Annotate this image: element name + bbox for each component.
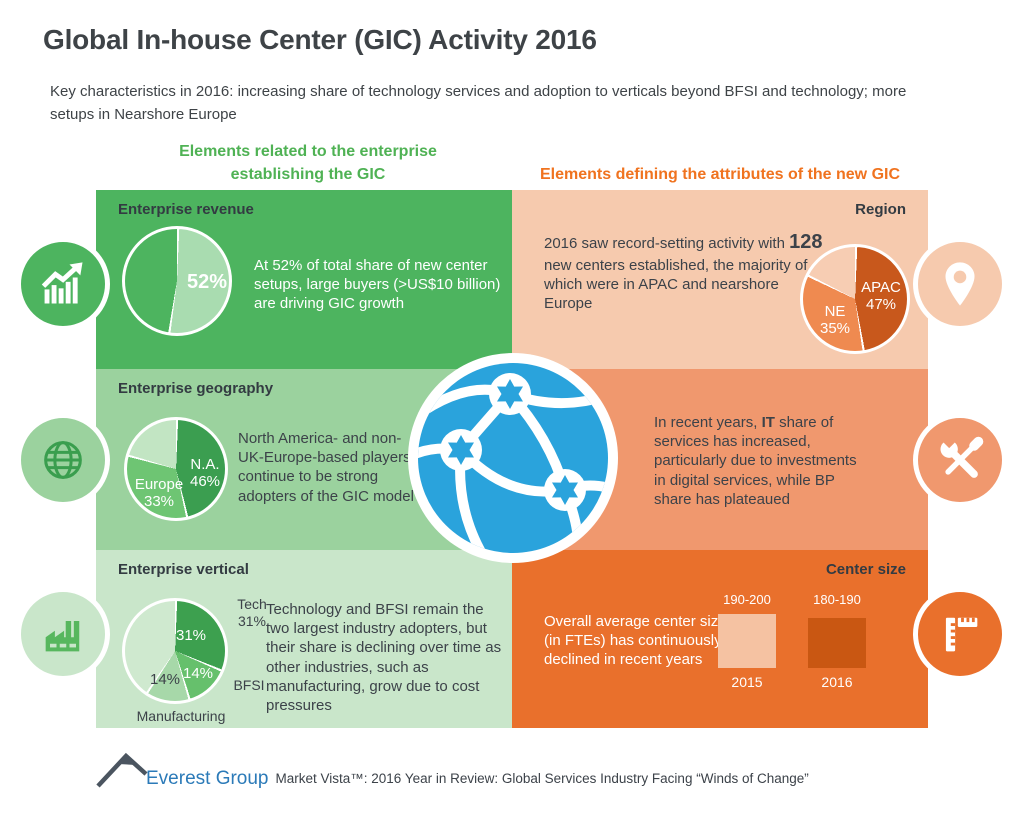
location-pin-icon bbox=[913, 237, 1007, 331]
column-header-right: Elements defining the attributes of the … bbox=[539, 166, 901, 183]
bar-value-2015: 190-200 bbox=[723, 592, 771, 607]
pie-label-apac: APAC 47% bbox=[861, 279, 901, 314]
region-text-post: new centers established, the majority of… bbox=[544, 256, 808, 312]
enterprise-geography-text: North America- and non-UK-Europe-based p… bbox=[238, 430, 414, 505]
services-text: In recent years, IT share of services ha… bbox=[654, 413, 866, 509]
bar-value-2016: 180-190 bbox=[813, 592, 861, 607]
bar-2016 bbox=[808, 618, 866, 668]
bar-year-2016: 2016 bbox=[821, 674, 853, 690]
bar-column-2015: 190-200 2015 bbox=[716, 592, 778, 690]
ruler-icon bbox=[913, 587, 1007, 681]
panel-title-region: Region bbox=[855, 201, 906, 218]
pie-label-mfg-inside: 14% bbox=[149, 671, 181, 688]
region-text-pre: 2016 saw record-setting activity with bbox=[544, 235, 790, 252]
services-text-it: IT bbox=[761, 414, 775, 431]
enterprise-revenue-text: At 52% of total share of new center setu… bbox=[254, 257, 501, 313]
services-text-post: share of services has increased, particu… bbox=[654, 414, 857, 508]
pie-label-europe: Europe 33% bbox=[134, 476, 184, 511]
panel-center-size: Center size Overall average center size … bbox=[512, 550, 928, 728]
panel-region: Region 2016 saw record-setting activity … bbox=[512, 190, 928, 369]
pie-label-tech-outside: Tech 31% bbox=[237, 596, 267, 629]
region-text-count: 128 bbox=[789, 231, 823, 253]
pie-enterprise-vertical: 31% 14% 14% bbox=[122, 598, 228, 704]
panel-title-enterprise-revenue: Enterprise revenue bbox=[118, 201, 254, 218]
bar-year-2015: 2015 bbox=[731, 674, 763, 690]
pie-label-tech-inside: 31% bbox=[175, 627, 207, 644]
tools-glyph bbox=[940, 434, 984, 478]
footer: Everest Group Market Vista™: 2016 Year i… bbox=[96, 748, 809, 788]
page-title: Global In-house Center (GIC) Activity 20… bbox=[43, 24, 597, 55]
pie-label-mfg-outside: Manufacturing bbox=[136, 708, 226, 724]
growth-chart-glyph bbox=[41, 262, 83, 304]
column-header-left: Elements related to the enterprise estab… bbox=[179, 143, 437, 184]
network-globe-glyph bbox=[408, 353, 618, 563]
pie-label-na: N.A. 46% bbox=[189, 456, 221, 491]
footer-caption: Market Vista™: 2016 Year in Review: Glob… bbox=[275, 771, 809, 786]
pie-label-ne: NE 35% bbox=[819, 303, 851, 338]
panel-title-enterprise-geography: Enterprise geography bbox=[118, 380, 274, 397]
enterprise-vertical-text: Technology and BFSI remain the two large… bbox=[266, 601, 502, 714]
region-text: 2016 saw record-setting activity with 12… bbox=[544, 230, 826, 313]
pie-region: APAC 47% NE 35% bbox=[800, 244, 910, 354]
everest-group-logo-icon bbox=[96, 752, 148, 788]
pie-label-bfsi-outside: BFSI bbox=[233, 677, 265, 693]
bar-column-2016: 180-190 2016 bbox=[806, 592, 868, 690]
location-pin-glyph bbox=[945, 262, 975, 306]
bar-2015 bbox=[718, 614, 776, 668]
globe-glyph bbox=[44, 441, 82, 479]
page-subtitle: Key characteristics in 2016: increasing … bbox=[50, 83, 907, 124]
everest-group-brand: Everest Group bbox=[146, 768, 269, 789]
center-size-text: Overall average center size (in FTEs) ha… bbox=[544, 613, 727, 669]
tools-icon bbox=[913, 413, 1007, 507]
network-globe-icon bbox=[407, 352, 619, 564]
panel-title-center-size: Center size bbox=[825, 561, 906, 578]
panel-title-enterprise-vertical: Enterprise vertical bbox=[118, 561, 249, 578]
panel-enterprise-revenue: Enterprise revenue 52% At 52% of total s… bbox=[96, 190, 512, 369]
growth-chart-icon bbox=[16, 237, 110, 331]
pie-label-52: 52% bbox=[186, 271, 228, 293]
services-text-pre: In recent years, bbox=[654, 414, 762, 431]
pie-label-bfsi-inside: 14% bbox=[182, 665, 214, 682]
factory-glyph bbox=[45, 621, 80, 652]
panel-enterprise-vertical: Enterprise vertical 31% 14% 14% Tech 31%… bbox=[96, 550, 512, 728]
factory-icon bbox=[16, 587, 110, 681]
pie-enterprise-geography: N.A. 46% Europe 33% bbox=[124, 417, 228, 521]
globe-icon bbox=[16, 413, 110, 507]
ruler-glyph bbox=[945, 617, 978, 652]
pie-enterprise-revenue: 52% bbox=[122, 226, 232, 336]
